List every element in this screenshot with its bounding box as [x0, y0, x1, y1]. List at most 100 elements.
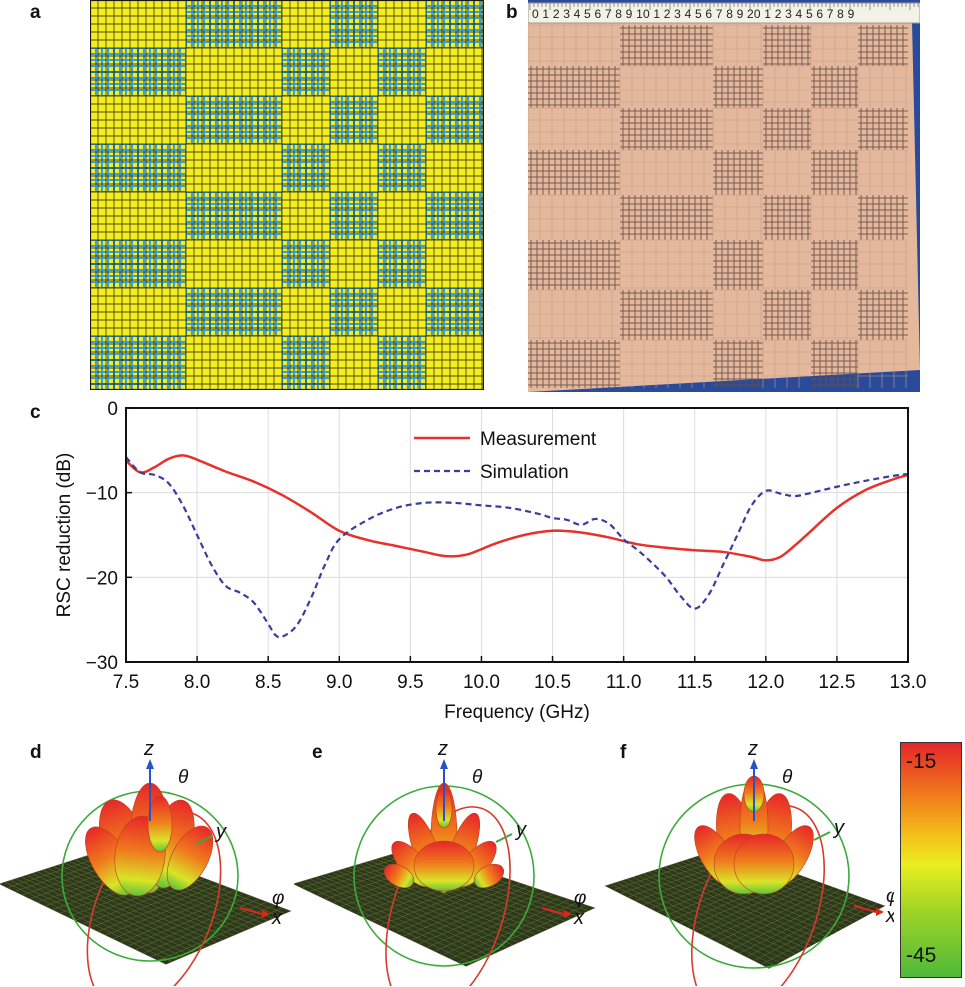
unit-patch	[259, 121, 263, 125]
unit-patch	[247, 205, 251, 209]
unit-patch	[91, 241, 95, 245]
unit-patch	[277, 217, 281, 221]
unit-patch	[253, 307, 257, 311]
unit-patch	[175, 187, 179, 191]
unit-patch	[283, 277, 287, 281]
unit-patch	[115, 73, 119, 77]
unit-patch	[151, 277, 155, 281]
unit-patch	[229, 211, 233, 215]
unit-patch	[115, 277, 119, 281]
plain-tile	[712, 194, 763, 240]
unit-patch	[373, 229, 377, 233]
unit-patch	[145, 61, 149, 65]
unit-patch	[271, 193, 275, 197]
unit-patch	[349, 223, 353, 227]
plane-line	[739, 895, 856, 954]
unit-patch	[391, 259, 395, 263]
unit-patch	[343, 199, 347, 203]
scattering-lobes	[383, 782, 505, 894]
unit-patch	[109, 253, 113, 257]
unit-patch	[331, 301, 335, 305]
x-tick-label: 9.0	[326, 672, 352, 693]
unit-patch	[217, 97, 221, 101]
unit-patch	[139, 265, 143, 269]
unit-patch	[235, 199, 239, 203]
unit-patch	[175, 61, 179, 65]
unit-patch	[463, 193, 467, 197]
unit-patch	[103, 385, 107, 389]
unit-patch	[175, 349, 179, 353]
unit-patch	[319, 343, 323, 347]
unit-patch	[325, 145, 329, 149]
unit-patch	[391, 247, 395, 251]
unit-patch	[379, 283, 383, 287]
unit-patch	[391, 343, 395, 347]
unit-patch	[259, 115, 263, 119]
unit-patch	[301, 367, 305, 371]
unit-patch	[199, 223, 203, 227]
unit-patch	[433, 7, 437, 11]
unit-patch	[397, 283, 401, 287]
unit-patch	[373, 325, 377, 329]
unit-patch	[271, 121, 275, 125]
unit-patch	[415, 343, 419, 347]
unit-patch	[301, 187, 305, 191]
unit-patch	[283, 343, 287, 347]
unit-patch	[253, 217, 257, 221]
unit-patch	[331, 289, 335, 293]
unit-patch	[385, 337, 389, 341]
unit-patch	[331, 121, 335, 125]
y-label: y	[214, 821, 227, 843]
unit-patch	[163, 277, 167, 281]
unit-patch	[127, 55, 131, 59]
unit-patch	[241, 43, 245, 47]
unit-patch	[265, 295, 269, 299]
unit-patch	[397, 73, 401, 77]
unit-patch	[169, 67, 173, 71]
mesh-tile	[713, 340, 763, 388]
unit-patch	[295, 145, 299, 149]
unit-patch	[361, 127, 365, 131]
unit-patch	[265, 307, 269, 311]
unit-patch	[283, 367, 287, 371]
z-arrow	[146, 759, 154, 769]
unit-patch	[409, 163, 413, 167]
unit-patch	[109, 91, 113, 95]
unit-patch	[319, 73, 323, 77]
unit-patch	[379, 55, 383, 59]
unit-patch	[157, 163, 161, 167]
unit-patch	[289, 79, 293, 83]
unit-patch	[325, 157, 329, 161]
unit-patch	[367, 133, 371, 137]
unit-patch	[289, 373, 293, 377]
unit-patch	[457, 205, 461, 209]
unit-patch	[385, 367, 389, 371]
unit-patch	[91, 379, 95, 383]
unit-patch	[337, 319, 341, 323]
unit-patch	[349, 301, 353, 305]
unit-patch	[139, 73, 143, 77]
unit-patch	[163, 85, 167, 89]
unit-patch	[145, 151, 149, 155]
unit-patch	[175, 277, 179, 281]
unit-patch	[187, 109, 191, 113]
unit-patch	[151, 55, 155, 59]
unit-patch	[151, 337, 155, 341]
unit-patch	[439, 295, 443, 299]
unit-patch	[181, 91, 185, 95]
unit-patch	[391, 169, 395, 173]
unit-patch	[409, 61, 413, 65]
plane-line	[120, 893, 244, 943]
unit-patch	[133, 157, 137, 161]
unit-patch	[403, 259, 407, 263]
unit-patch	[409, 277, 413, 281]
unit-patch	[199, 25, 203, 29]
unit-patch	[307, 79, 311, 83]
unit-patch	[235, 229, 239, 233]
unit-patch	[289, 181, 293, 185]
unit-patch	[217, 229, 221, 233]
unit-patch	[469, 199, 473, 203]
unit-patch	[277, 319, 281, 323]
unit-patch	[463, 229, 467, 233]
unit-patch	[445, 295, 449, 299]
